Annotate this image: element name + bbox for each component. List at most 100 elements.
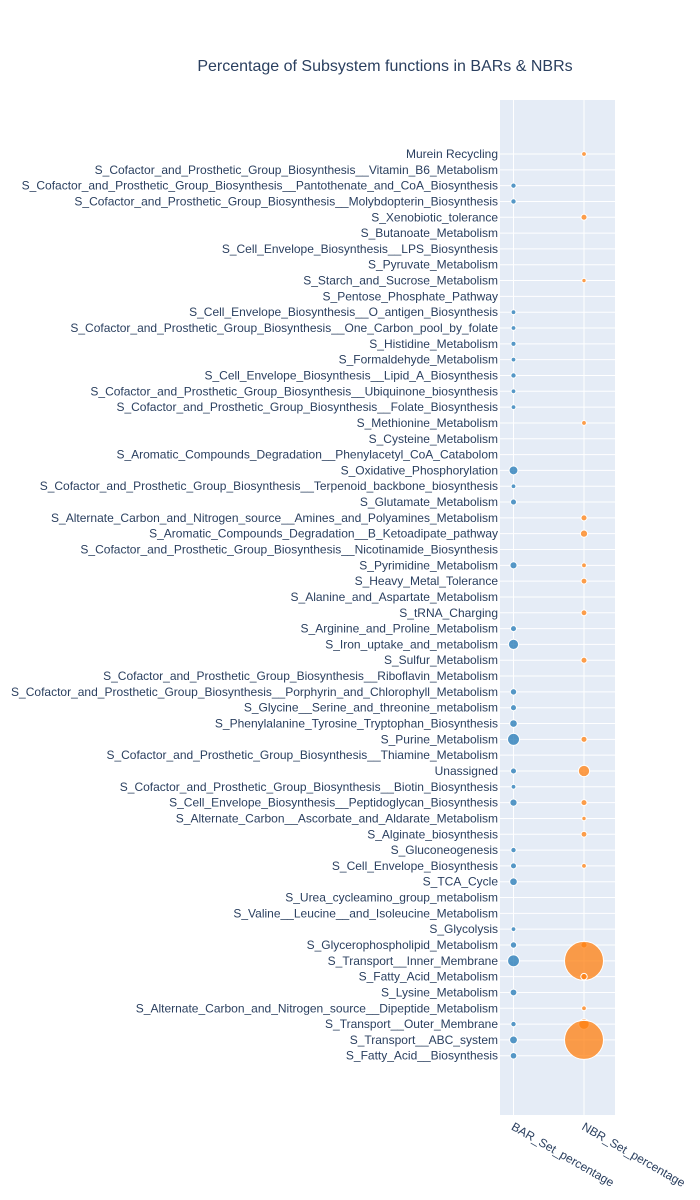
grid-lines	[500, 100, 615, 1115]
y-tick-label: S_Xenobiotic_tolerance	[371, 210, 498, 224]
bubble-point	[580, 656, 588, 664]
bubble-point	[510, 198, 517, 205]
y-tick-label: S_Transport__Outer_Membrane	[325, 1017, 498, 1031]
y-tick-label: S_Pentose_Phosphate_Pathway	[323, 289, 498, 303]
bubble-point	[581, 562, 587, 569]
y-tick-label: S_tRNA_Charging	[399, 606, 498, 620]
y-tick-label: S_Glycine__Serine_and_threonine_metaboli…	[244, 701, 498, 715]
y-tick-label: S_Glycerophospholipid_Metabolism	[307, 938, 498, 952]
y-tick-label: S_Cofactor_and_Prosthetic_Group_Biosynth…	[22, 179, 498, 193]
bubble-point	[508, 465, 519, 476]
bubble-point	[581, 815, 587, 822]
y-tick-label: S_Fatty_Acid__Biosynthesis	[346, 1049, 498, 1063]
y-tick-label: S_Cofactor_and_Prosthetic_Group_Biosynth…	[95, 163, 498, 177]
bubble-point	[510, 926, 517, 933]
bubble-point	[509, 988, 518, 997]
y-tick-label: S_Heavy_Metal_Tolerance	[355, 574, 499, 588]
y-tick-label: S_Butanoate_Metabolism	[361, 226, 498, 240]
y-tick-label: S_Histidine_Metabolism	[369, 337, 498, 351]
bubble-point	[509, 1035, 518, 1045]
bubble-point	[509, 877, 518, 887]
bubble-point	[509, 561, 518, 570]
bubble-point	[580, 213, 588, 221]
y-tick-label: S_Cofactor_and_Prosthetic_Group_Biosynth…	[90, 384, 498, 398]
y-tick-label: S_Formaldehyde_Metabolism	[339, 353, 498, 367]
bubble-point	[509, 798, 518, 807]
y-tick-label: S_Gluconeogenesis	[391, 843, 498, 857]
bubble-point	[510, 372, 517, 379]
y-tick-label: S_Cofactor_and_Prosthetic_Group_Biosynth…	[106, 748, 498, 762]
bubble-point	[510, 846, 517, 854]
bubble-point	[581, 863, 587, 869]
bubble-point	[580, 735, 588, 743]
bubble-point	[509, 862, 518, 870]
bubble-point	[510, 309, 517, 316]
bubble-point	[510, 1020, 517, 1028]
bubble-point	[507, 954, 520, 968]
y-tick-label: S_Pyruvate_Metabolism	[368, 258, 498, 272]
y-tick-label: S_Purine_Metabolism	[381, 732, 498, 746]
bubble-point	[509, 719, 518, 728]
y-tick-label: S_Cysteine_Metabolism	[369, 432, 498, 446]
bubble-point	[581, 1005, 587, 1012]
y-tick-label: S_Cofactor_and_Prosthetic_Group_Biosynth…	[120, 780, 498, 794]
y-tick-label: S_Transport__ABC_system	[350, 1033, 498, 1047]
y-tick-label: S_Cell_Envelope_Biosynthesis__Peptidogly…	[169, 796, 498, 810]
bubble-point	[509, 767, 518, 775]
y-tick-label: S_Urea_cycleamino_group_metabolism	[285, 891, 498, 905]
chart-title: Percentage of Subsystem functions in BAR…	[197, 58, 572, 75]
y-tick-label: S_Alternate_Carbon_and_Nitrogen_source__…	[51, 511, 498, 525]
y-tick-label: S_Aromatic_Compounds_Degradation__B_Keto…	[149, 527, 498, 541]
bubble-point	[579, 529, 589, 538]
bubble-point	[506, 732, 521, 746]
y-tick-label: Unassigned	[435, 764, 498, 778]
y-tick-label: S_Cofactor_and_Prosthetic_Group_Biosynth…	[40, 479, 498, 493]
bubble-point	[510, 404, 517, 411]
bubble-point	[580, 830, 588, 838]
y-tick-label: S_Pyrimidine_Metabolism	[359, 558, 498, 572]
bubble-point	[510, 388, 517, 395]
y-tick-label: Murein Recycling	[406, 147, 498, 161]
bubble-point	[510, 340, 517, 347]
bubble-point	[510, 483, 517, 490]
y-tick-label: S_TCA_Cycle	[423, 875, 499, 889]
y-tick-label: S_Cofactor_and_Prosthetic_Group_Biosynth…	[80, 543, 498, 557]
y-tick-label: S_Arginine_and_Proline_Metabolism	[301, 622, 498, 636]
y-tick-label: S_Iron_uptake_and_metabolism	[325, 637, 498, 651]
y-tick-label: S_Starch_and_Sucrose_Metabolism	[303, 274, 498, 288]
y-tick-label: S_Aromatic_Compounds_Degradation__Phenyl…	[116, 448, 498, 462]
bubbles	[506, 151, 604, 1060]
y-tick-label: S_Cell_Envelope_Biosynthesis__Lipid_A_Bi…	[204, 368, 498, 382]
y-tick-label: S_Alanine_and_Aspartate_Metabolism	[291, 590, 498, 604]
y-tick-label: S_Cofactor_and_Prosthetic_Group_Biosynth…	[116, 400, 498, 414]
y-tick-label: S_Alginate_biosynthesis	[367, 827, 498, 841]
bubble-point	[564, 1019, 604, 1060]
y-tick-label: S_Glutamate_Metabolism	[360, 495, 498, 509]
y-tick-label: S_Alternate_Carbon__Ascorbate_and_Aldara…	[176, 811, 498, 825]
bubble-point	[510, 325, 517, 331]
bubble-point	[507, 638, 520, 651]
bubble-point	[509, 941, 518, 949]
bubble-point	[510, 182, 517, 189]
y-tick-label: S_Alternate_Carbon_and_Nitrogen_source__…	[136, 1001, 498, 1015]
bubble-point	[581, 277, 587, 284]
bubble-point	[580, 972, 588, 981]
y-tick-label: S_Cofactor_and_Prosthetic_Group_Biosynth…	[103, 669, 498, 683]
y-tick-label: S_Cofactor_and_Prosthetic_Group_Biosynth…	[11, 685, 498, 699]
bubble-point	[510, 356, 517, 363]
bubble-point	[509, 625, 518, 633]
bubble-point	[577, 764, 591, 778]
bubble-point	[580, 577, 588, 585]
bubble-point	[580, 609, 588, 617]
bubble-point	[509, 704, 518, 712]
bubble-point	[509, 688, 518, 696]
y-tick-label: S_Methionine_Metabolism	[357, 416, 498, 430]
y-tick-label: S_Glycolysis	[429, 922, 498, 936]
y-tick-label: S_Sulfur_Metabolism	[384, 653, 498, 667]
y-tick-label: S_Cell_Envelope_Biosynthesis__O_antigen_…	[189, 305, 498, 319]
y-tick-label: S_Cell_Envelope_Biosynthesis	[332, 859, 498, 873]
bubble-point	[581, 420, 587, 426]
bubble-point	[580, 514, 588, 522]
